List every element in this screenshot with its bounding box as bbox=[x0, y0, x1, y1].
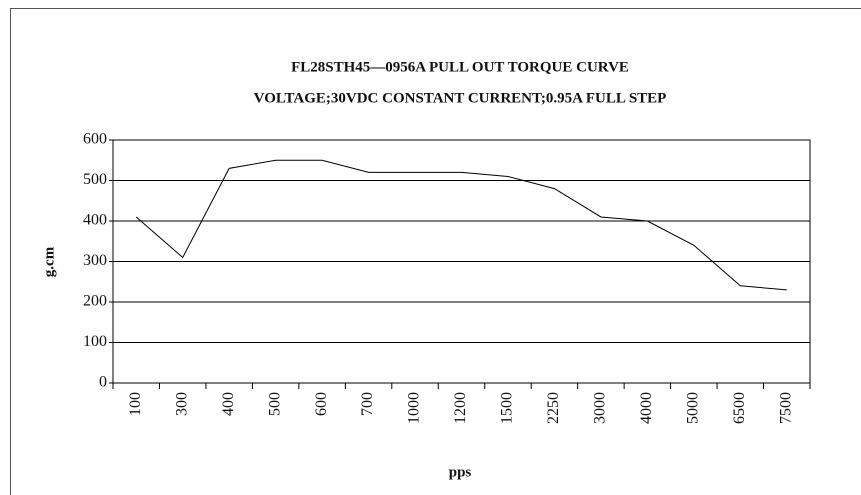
y-tick-label: 0 bbox=[99, 374, 107, 391]
x-tick-label: 300 bbox=[173, 392, 190, 416]
x-tick-label: 1500 bbox=[499, 392, 516, 424]
chart-title: FL28STH45—0956A PULL OUT TORQUE CURVE bbox=[291, 59, 629, 75]
y-tick-label: 400 bbox=[83, 212, 107, 229]
x-axis-label: pps bbox=[449, 464, 472, 480]
y-tick-label: 200 bbox=[83, 293, 107, 310]
y-tick-label: 100 bbox=[83, 333, 107, 350]
x-tick-label: 4000 bbox=[638, 392, 655, 424]
frame bbox=[10, 8, 861, 495]
y-tick-label: 300 bbox=[83, 252, 107, 269]
x-tick-label: 100 bbox=[127, 392, 144, 416]
y-tick-label: 600 bbox=[83, 131, 107, 148]
x-tick-label: 7500 bbox=[777, 392, 794, 424]
data-line bbox=[135, 159, 787, 291]
x-tick-label: 2250 bbox=[545, 392, 562, 424]
x-tick-label: 6500 bbox=[731, 392, 748, 424]
x-tick-label: 700 bbox=[359, 392, 376, 416]
y-axis-label: g.cm bbox=[41, 246, 57, 277]
x-tick-label: 3000 bbox=[592, 392, 609, 424]
chart-subtitle: VOLTAGE;30VDC CONSTANT CURRENT;0.95A FUL… bbox=[254, 90, 667, 106]
x-tick-label: 5000 bbox=[685, 392, 702, 424]
x-tick-label: 600 bbox=[313, 392, 330, 416]
x-tick-label: 400 bbox=[220, 392, 237, 416]
x-tick-label: 1200 bbox=[452, 392, 469, 424]
x-tick-label: 1000 bbox=[406, 392, 423, 424]
x-tick-label: 500 bbox=[266, 392, 283, 416]
y-tick-label: 500 bbox=[83, 171, 107, 188]
